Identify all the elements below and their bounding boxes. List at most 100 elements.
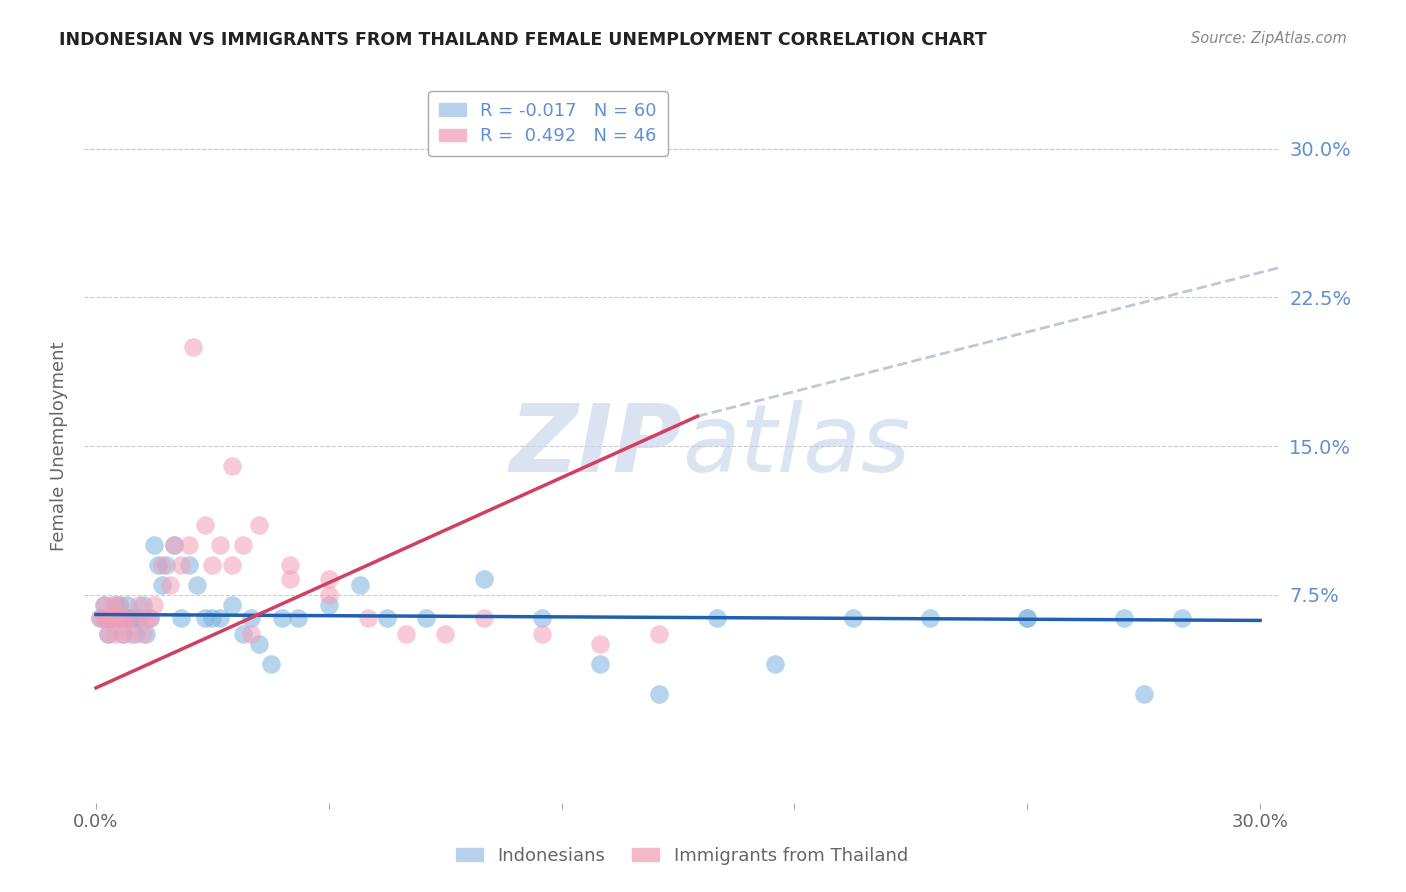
Point: [120, 627, 142, 641]
Point: [108, 598, 131, 612]
Point: [139, 611, 162, 625]
Text: atlas: atlas: [682, 401, 910, 491]
Point: [108, 611, 131, 625]
Point: [415, 611, 437, 625]
Point: [278, 572, 301, 586]
Point: [124, 627, 146, 641]
Point: [240, 611, 263, 625]
Point: [128, 598, 150, 612]
Point: [100, 611, 122, 625]
Point: [155, 558, 177, 572]
Legend: Indonesians, Immigrants from Thailand: Indonesians, Immigrants from Thailand: [449, 840, 915, 872]
Point: [356, 611, 378, 625]
Point: [135, 627, 157, 641]
Point: [221, 598, 243, 612]
Point: [104, 598, 127, 612]
Point: [159, 578, 181, 592]
Point: [1114, 611, 1136, 625]
Point: [186, 578, 208, 592]
Point: [194, 518, 217, 533]
Point: [318, 572, 340, 586]
Point: [97, 611, 120, 625]
Point: [221, 458, 243, 473]
Point: [143, 538, 166, 552]
Point: [120, 611, 142, 625]
Point: [179, 538, 201, 552]
Point: [170, 558, 193, 572]
Point: [112, 611, 135, 625]
Point: [278, 558, 301, 572]
Point: [108, 598, 131, 612]
Text: Source: ZipAtlas.com: Source: ZipAtlas.com: [1191, 31, 1347, 46]
Point: [240, 627, 263, 641]
Point: [318, 598, 340, 612]
Point: [93, 598, 115, 612]
Point: [112, 627, 135, 641]
Point: [112, 627, 135, 641]
Point: [115, 611, 138, 625]
Point: [201, 558, 224, 572]
Point: [104, 627, 127, 641]
Point: [97, 611, 120, 625]
Point: [131, 627, 153, 641]
Point: [143, 598, 166, 612]
Point: [115, 611, 138, 625]
Point: [128, 611, 150, 625]
Point: [104, 611, 127, 625]
Point: [104, 611, 127, 625]
Point: [135, 611, 157, 625]
Point: [763, 657, 786, 671]
Point: [93, 611, 115, 625]
Point: [146, 558, 169, 572]
Point: [349, 578, 371, 592]
Point: [920, 611, 942, 625]
Point: [221, 558, 243, 572]
Point: [97, 627, 120, 641]
Point: [112, 611, 135, 625]
Point: [247, 518, 270, 533]
Point: [209, 538, 232, 552]
Point: [271, 611, 294, 625]
Point: [93, 611, 115, 625]
Point: [531, 611, 554, 625]
Point: [706, 611, 728, 625]
Point: [247, 637, 270, 651]
Point: [115, 598, 138, 612]
Point: [1017, 611, 1039, 625]
Point: [108, 611, 131, 625]
Point: [100, 611, 122, 625]
Point: [89, 611, 111, 625]
Point: [472, 572, 495, 586]
Point: [97, 627, 120, 641]
Point: [104, 611, 127, 625]
Point: [434, 627, 457, 641]
Point: [472, 611, 495, 625]
Point: [194, 611, 217, 625]
Point: [89, 611, 111, 625]
Point: [170, 611, 193, 625]
Point: [100, 598, 122, 612]
Point: [181, 340, 204, 354]
Point: [318, 588, 340, 602]
Point: [287, 611, 309, 625]
Point: [97, 611, 120, 625]
Point: [162, 538, 184, 552]
Text: INDONESIAN VS IMMIGRANTS FROM THAILAND FEMALE UNEMPLOYMENT CORRELATION CHART: INDONESIAN VS IMMIGRANTS FROM THAILAND F…: [59, 31, 987, 49]
Point: [139, 611, 162, 625]
Point: [1171, 611, 1194, 625]
Point: [647, 627, 669, 641]
Point: [201, 611, 224, 625]
Text: ZIP: ZIP: [509, 400, 682, 492]
Y-axis label: Female Unemployment: Female Unemployment: [49, 342, 67, 550]
Point: [375, 611, 398, 625]
Point: [124, 611, 146, 625]
Point: [131, 598, 153, 612]
Point: [589, 637, 612, 651]
Point: [1132, 687, 1154, 701]
Point: [232, 538, 254, 552]
Point: [93, 598, 115, 612]
Point: [124, 611, 146, 625]
Point: [209, 611, 232, 625]
Point: [395, 627, 418, 641]
Point: [150, 578, 173, 592]
